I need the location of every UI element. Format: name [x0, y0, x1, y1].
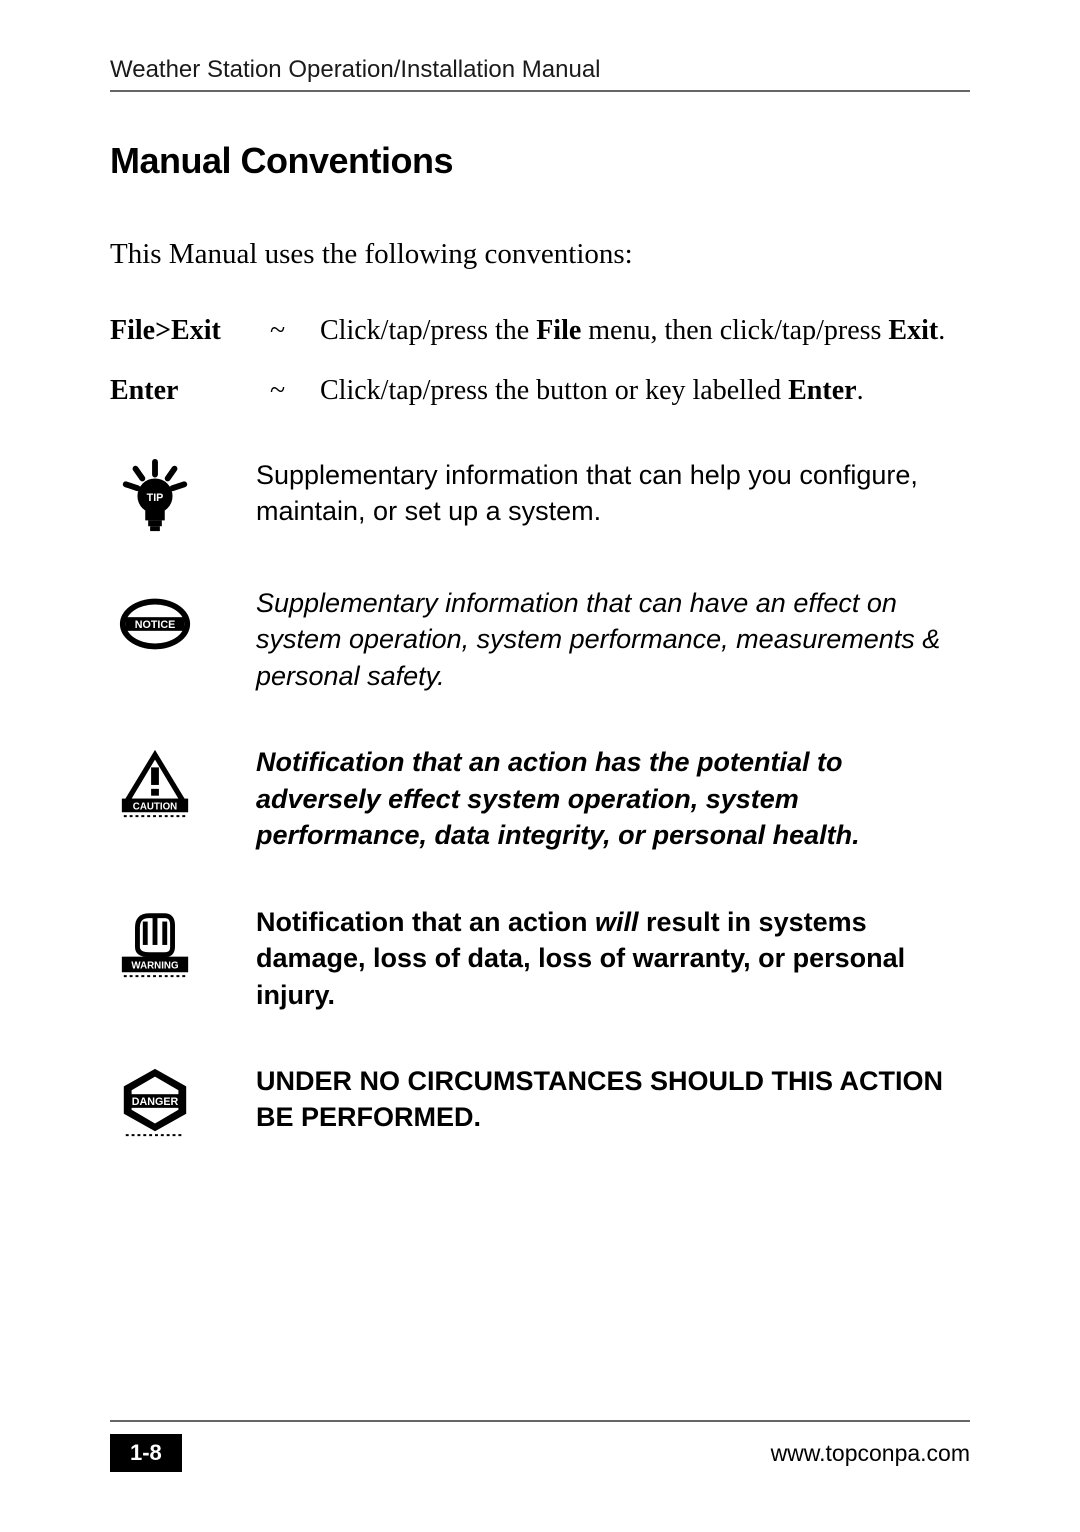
warning-text: Notification that an action will result … — [256, 904, 970, 1013]
text-fragment: Notification that an action — [256, 907, 595, 937]
caution-icon: CAUTION — [110, 744, 200, 822]
warning-icon: WARNING — [110, 904, 200, 982]
tilde-separator: ~ — [270, 375, 320, 407]
danger-text: UNDER NO CIRCUMSTANCES SHOULD THIS ACTIO… — [256, 1063, 970, 1136]
bold-fragment: File — [536, 315, 581, 346]
page-footer: 1-8 www.topconpa.com — [110, 1420, 970, 1472]
danger-label: DANGER — [132, 1096, 179, 1108]
callout-warning: WARNING Notification that an action will… — [110, 904, 970, 1013]
bold-fragment: Exit — [888, 315, 938, 346]
convention-description: Click/tap/press the File menu, then clic… — [320, 315, 970, 347]
section-intro: This Manual uses the following conventio… — [110, 238, 970, 271]
warning-label: WARNING — [131, 960, 178, 971]
callout-danger: DANGER UNDER NO CIRCUMSTANCES SHOULD THI… — [110, 1063, 970, 1141]
tip-text: Supplementary information that can help … — [256, 457, 970, 530]
text-fragment: . — [938, 315, 945, 346]
convention-row: Enter ~ Click/tap/press the button or ke… — [110, 375, 970, 407]
page-container: Weather Station Operation/Installation M… — [0, 0, 1080, 1532]
notice-text: Supplementary information that can have … — [256, 585, 970, 694]
text-fragment: Click/tap/press the — [320, 315, 536, 346]
notice-label: NOTICE — [135, 619, 176, 631]
italic-fragment: will — [595, 907, 639, 937]
page-number-badge: 1-8 — [110, 1434, 182, 1472]
section-title: Manual Conventions — [110, 140, 970, 182]
tilde-separator: ~ — [270, 315, 320, 347]
text-fragment: menu, then click/tap/press — [581, 315, 888, 346]
footer-url: www.topconpa.com — [771, 1440, 970, 1467]
callout-notice: NOTICE Supplementary information that ca… — [110, 585, 970, 694]
text-fragment: . — [857, 375, 864, 406]
caution-text: Notification that an action has the pote… — [256, 744, 970, 853]
running-header: Weather Station Operation/Installation M… — [110, 56, 970, 92]
callout-tip: TIP Supplementary information that can h… — [110, 457, 970, 535]
convention-row: File>Exit ~ Click/tap/press the File men… — [110, 315, 970, 347]
text-fragment: Click/tap/press the button or key labell… — [320, 375, 788, 406]
notice-icon: NOTICE — [110, 585, 200, 663]
convention-description: Click/tap/press the button or key labell… — [320, 375, 970, 407]
tip-icon: TIP — [110, 457, 200, 535]
danger-icon: DANGER — [110, 1063, 200, 1141]
caution-label: CAUTION — [133, 802, 177, 813]
convention-term: Enter — [110, 375, 270, 407]
convention-term: File>Exit — [110, 315, 270, 347]
callout-caution: CAUTION Notification that an action has … — [110, 744, 970, 853]
bold-fragment: Enter — [788, 375, 856, 406]
tip-label: TIP — [147, 492, 164, 504]
